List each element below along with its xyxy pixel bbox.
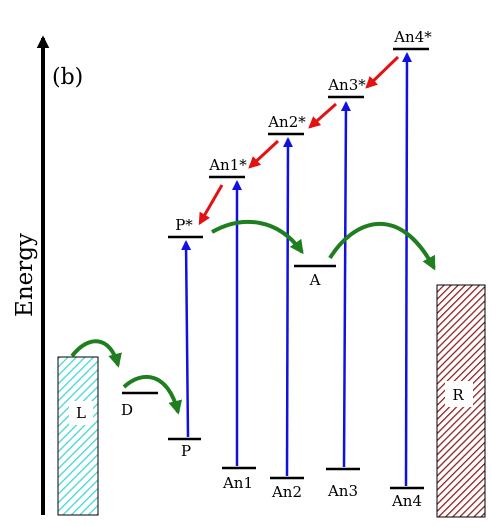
level-P-label: P	[181, 442, 191, 460]
excitation-arrow-An3	[340, 101, 351, 468]
relaxation-arrow-An4star-An3star	[365, 55, 400, 89]
box-L	[57, 356, 99, 516]
level-D-label: D	[121, 401, 133, 419]
box-R-label-bg	[445, 381, 473, 407]
relaxation-arrow-An3star-An2star	[308, 102, 337, 129]
box-L-label: L	[76, 404, 86, 422]
excitation-arrow-An4	[401, 52, 412, 487]
transfer-arrow-Pstar-A	[211, 219, 304, 255]
excitation-arrow-P	[181, 240, 192, 438]
level-An2-star-label: An2*	[267, 113, 306, 131]
panel-label: (b)	[52, 65, 83, 90]
level-An3-label: An3	[327, 482, 358, 500]
level-P-star-label: P*	[175, 216, 193, 234]
level-An1-label: An1	[222, 474, 253, 492]
level-An2-label: An2	[271, 483, 302, 501]
transfer-arrow-A-R	[328, 222, 436, 271]
energy-axis-title: Energy	[12, 233, 38, 317]
level-A-label: A	[309, 271, 321, 289]
level-An1-star-label: An1*	[208, 156, 247, 174]
level-An4-star-label: An4*	[393, 28, 432, 46]
box-R-label: R	[452, 386, 464, 404]
level-An3-star-label: An3*	[327, 76, 366, 94]
level-An4-label: An4	[391, 492, 422, 510]
relaxation-arrow-An2star-An1star	[248, 139, 280, 169]
transfer-arrow-D-P	[122, 374, 183, 415]
relaxation-arrow-An1star-Pstar	[198, 184, 224, 226]
transfer-arrow-L-D	[70, 339, 122, 368]
box-L-label-bg	[69, 401, 93, 425]
excitation-arrow-An2	[282, 137, 293, 477]
